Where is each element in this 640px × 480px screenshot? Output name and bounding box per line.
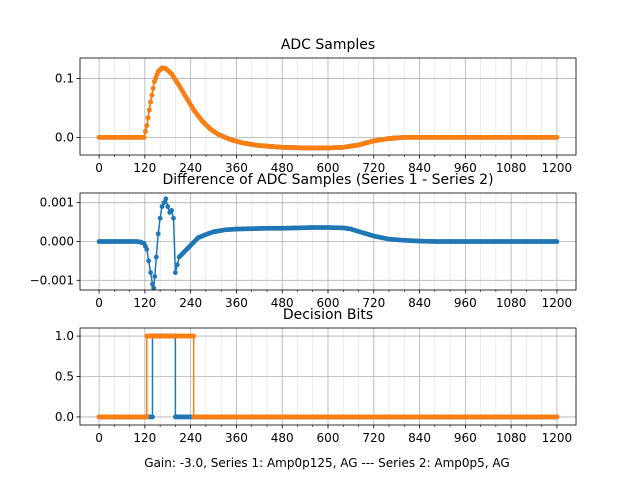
decision-bits-chart: 0 120 240 360 480 600 720 840 960 1080 1200 0.0 0.5 1… (55, 307, 577, 445)
x-tick-label: 480 (271, 161, 294, 175)
y-tick-label: 0.5 (55, 370, 74, 384)
x-tick-label: 960 (454, 161, 477, 175)
y-tick-label: 0.001 (40, 196, 74, 210)
y-tick-label: 0.0 (55, 130, 74, 144)
y-tick-label: 1.0 (55, 329, 74, 343)
x-axis-label: Gain: -3.0, Series 1: Amp0p125, AG --- S… (144, 456, 509, 470)
data-point (554, 134, 560, 140)
data-point (145, 115, 151, 121)
x-tick-label: 0 (95, 431, 103, 445)
data-point (161, 200, 167, 206)
data-point (155, 231, 161, 237)
x-tick-label: 960 (454, 431, 477, 445)
x-tick-label: 840 (408, 296, 431, 310)
difference-chart: 0 120 240 360 480 600 720 840 960 1080 1200 −0.001 0… (30, 172, 577, 310)
x-tick-label: 1200 (542, 431, 573, 445)
data-point (144, 246, 150, 252)
data-point (143, 129, 148, 134)
data-point (171, 215, 176, 221)
x-tick-label: 120 (133, 161, 156, 175)
x-tick-label: 120 (133, 431, 156, 445)
y-tick-label: 0.1 (55, 72, 74, 86)
chart-title: ADC Samples (281, 37, 375, 53)
x-tick-label: 840 (408, 431, 431, 445)
x-tick-label: 1200 (542, 161, 573, 175)
data-point (149, 92, 155, 98)
plot-frame (79, 327, 577, 426)
data-point (144, 414, 150, 420)
x-tick-label: 840 (408, 161, 431, 175)
data-point (191, 333, 197, 339)
x-tick-label: 1080 (496, 161, 527, 175)
series-markers-2 (96, 333, 560, 420)
data-point (159, 204, 165, 209)
y-tick-label: 0.000 (40, 235, 74, 249)
x-tick-label: 1080 (496, 431, 527, 445)
data-point (150, 281, 155, 287)
data-point (169, 208, 174, 213)
x-tick-label: 240 (179, 161, 202, 175)
x-tick-label: 480 (271, 296, 294, 310)
data-point (141, 134, 147, 140)
data-point (151, 285, 157, 291)
chart-title: Difference of ADC Samples (Series 1 - Se… (162, 172, 493, 188)
series-markers-2 (96, 65, 560, 151)
x-tick-label: 720 (362, 161, 385, 175)
x-tick-label: 360 (225, 431, 248, 445)
data-point (148, 99, 153, 105)
x-tick-label: 720 (362, 296, 385, 310)
x-tick-label: 0 (95, 296, 103, 310)
data-point (146, 107, 152, 113)
plot-frame (79, 57, 577, 156)
y-tick-label: 0.0 (55, 410, 74, 424)
data-point (153, 254, 159, 260)
data-point (152, 274, 158, 279)
data-point (150, 414, 155, 420)
x-tick-label: 360 (225, 296, 248, 310)
x-tick-label: 0 (95, 161, 103, 175)
x-tick-label: 720 (362, 431, 385, 445)
plot-frame (79, 192, 577, 291)
x-tick-label: 240 (179, 296, 202, 310)
x-tick-label: 240 (179, 431, 202, 445)
data-point (554, 239, 560, 244)
x-tick-label: 1080 (496, 296, 527, 310)
x-tick-label: 1200 (542, 296, 573, 310)
data-point (150, 85, 156, 91)
data-point (146, 258, 152, 264)
data-point (157, 215, 163, 221)
data-point (174, 262, 180, 268)
adc-samples-chart: 0 120 240 360 480 600 720 840 960 1080 1200 0.0 0.1 A… (55, 37, 577, 175)
data-point (144, 123, 150, 129)
data-point (163, 196, 169, 202)
chart-title: Decision Bits (283, 307, 373, 323)
data-point (148, 270, 153, 275)
series-markers-1 (96, 196, 560, 291)
data-point (172, 270, 178, 275)
x-tick-label: 360 (225, 161, 248, 175)
x-tick-label: 600 (317, 296, 340, 310)
y-tick-label: −0.001 (30, 273, 74, 287)
data-point (165, 204, 171, 209)
x-tick-label: 120 (133, 296, 156, 310)
x-tick-label: 600 (317, 161, 340, 175)
data-point (554, 414, 560, 420)
x-tick-label: 960 (454, 296, 477, 310)
x-tick-label: 480 (271, 431, 294, 445)
x-tick-label: 600 (317, 431, 340, 445)
